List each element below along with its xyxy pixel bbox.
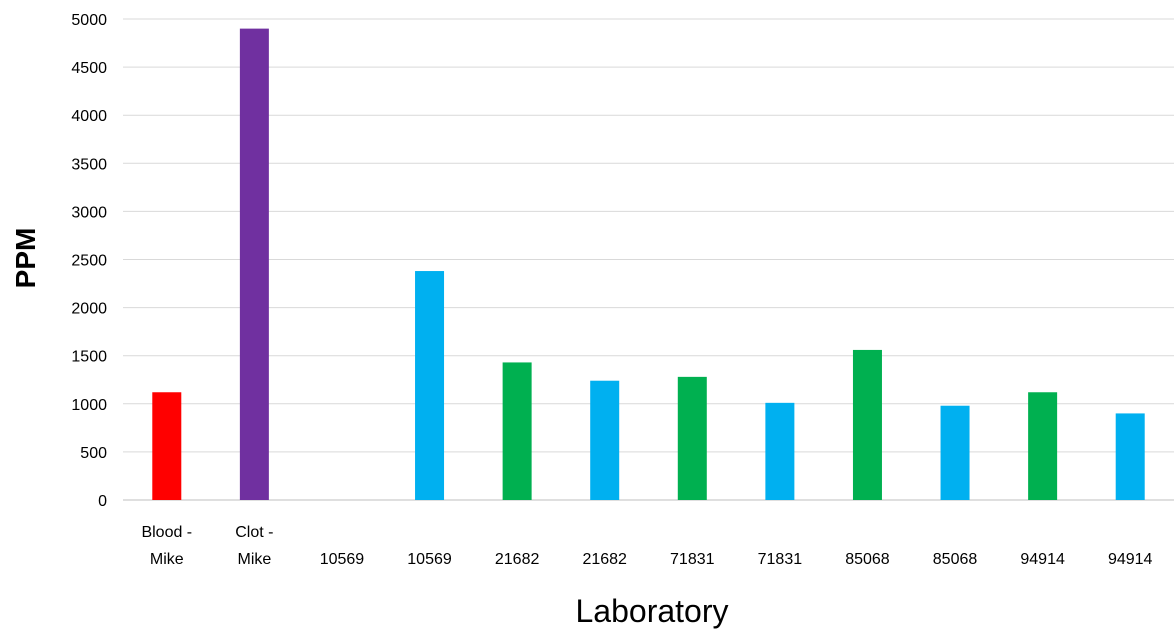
y-tick-label: 2500 — [71, 253, 107, 270]
y-tick-label: 4000 — [71, 108, 107, 125]
x-category-label: Blood - — [141, 524, 192, 541]
y-tick-label: 3500 — [71, 156, 107, 173]
bar — [152, 392, 182, 500]
bar — [940, 405, 970, 500]
bar — [1028, 392, 1058, 500]
x-category-label: 94914 — [1020, 551, 1065, 568]
x-category-label: 85068 — [845, 551, 890, 568]
x-category-label: 71831 — [670, 551, 715, 568]
bar — [502, 362, 532, 500]
x-category-label: 21682 — [582, 551, 627, 568]
bar — [677, 376, 707, 500]
bar — [590, 380, 620, 500]
bar — [415, 271, 445, 500]
x-category-label: 21682 — [495, 551, 540, 568]
y-tick-label: 1000 — [71, 397, 107, 414]
y-tick-label: 1500 — [71, 349, 107, 366]
bar — [852, 349, 882, 500]
bar — [765, 402, 795, 500]
y-axis-ticks: 0 500 1000 1500 2000 2500 3000 3500 4000 4500 5000 — [71, 12, 107, 510]
y-axis-label: PPM — [10, 228, 41, 289]
x-category-label: Mike — [237, 551, 271, 568]
x-category-label: 10569 — [407, 551, 452, 568]
y-tick-label: 4500 — [71, 60, 107, 77]
x-axis-categories: Blood - Mike Clot - Mike 10569 10569 21682 2168… — [141, 524, 1152, 568]
y-tick-label: 2000 — [71, 301, 107, 318]
x-category-label: Mike — [150, 551, 184, 568]
y-tick-label: 0 — [98, 493, 107, 510]
bars — [152, 28, 1145, 501]
x-category-label: 71831 — [758, 551, 803, 568]
bar — [1115, 413, 1145, 500]
x-category-label: 10569 — [320, 551, 365, 568]
bar — [239, 28, 269, 501]
y-tick-label: 3000 — [71, 204, 107, 221]
x-category-label: Clot - — [235, 524, 273, 541]
gridlines — [123, 18, 1174, 501]
x-category-label: 94914 — [1108, 551, 1153, 568]
x-category-label: 85068 — [933, 551, 978, 568]
y-tick-label: 500 — [80, 445, 107, 462]
x-axis-label: Laboratory — [576, 593, 729, 629]
y-tick-label: 5000 — [71, 12, 107, 29]
